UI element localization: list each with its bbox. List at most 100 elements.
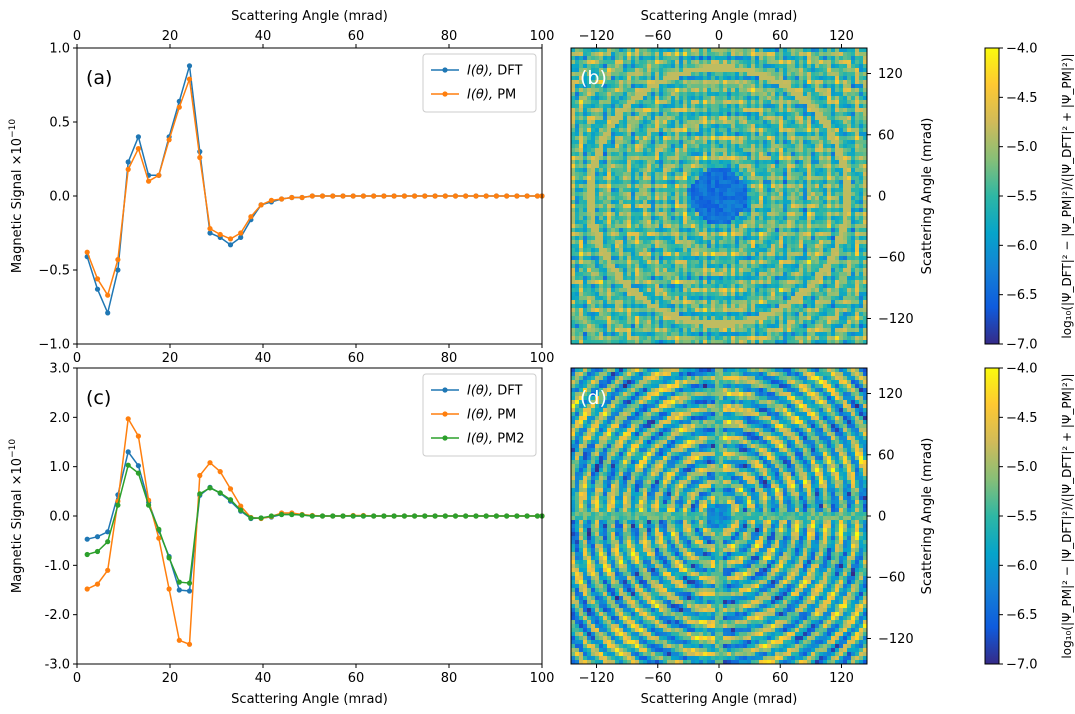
heatmap-cell <box>775 328 779 332</box>
heatmap-cell <box>639 220 643 224</box>
heatmap-cell <box>659 104 663 108</box>
heatmap-cell <box>571 232 575 236</box>
heatmap-cell <box>695 232 699 236</box>
heatmap-cell <box>627 284 631 288</box>
heatmap-cell <box>699 200 703 204</box>
heatmap-cell <box>635 192 639 196</box>
heatmap-cell <box>599 56 603 60</box>
heatmap-cell <box>691 68 695 72</box>
heatmap-cell <box>575 192 579 196</box>
heatmap-cell <box>743 252 747 256</box>
heatmap-cell <box>735 220 739 224</box>
heatmap-cell <box>811 324 815 328</box>
heatmap-cell <box>795 328 799 332</box>
data-point <box>473 513 479 519</box>
heatmap-cell <box>755 244 759 248</box>
heatmap-cell <box>771 208 775 212</box>
data-point <box>105 310 111 316</box>
heatmap-cell <box>687 308 691 312</box>
heatmap-cell <box>807 88 811 92</box>
heatmap-cell <box>691 112 695 116</box>
heatmap-cell <box>683 284 687 288</box>
heatmap-cell <box>787 188 791 192</box>
heatmap-cell <box>747 208 751 212</box>
heatmap-cell <box>791 296 795 300</box>
data-point <box>534 513 541 519</box>
heatmap-cell <box>707 224 711 228</box>
heatmap-cell <box>623 136 627 140</box>
heatmap-cell <box>795 256 799 260</box>
heatmap-cell <box>739 168 743 172</box>
heatmap-cell <box>687 132 691 136</box>
heatmap-cell <box>723 324 727 328</box>
heatmap-cell <box>667 336 671 340</box>
heatmap-cell <box>703 116 707 120</box>
heatmap-cell <box>583 120 587 124</box>
heatmap-cell <box>679 160 683 164</box>
heatmap-cell <box>631 128 635 132</box>
heatmap-cell <box>587 164 591 168</box>
heatmap-cell <box>619 256 623 260</box>
x-top-tick-label: 0 <box>73 29 81 44</box>
heatmap-cell <box>819 84 823 88</box>
heatmap-cell <box>719 300 723 304</box>
heatmap-cell <box>647 332 651 336</box>
heatmap-cell <box>691 152 695 156</box>
heatmap-cell <box>787 192 791 196</box>
heatmap-cell <box>755 328 759 332</box>
heatmap-cell <box>791 120 795 124</box>
heatmap-cell <box>783 56 787 60</box>
heatmap-cell <box>671 200 675 204</box>
heatmap-cell <box>791 188 795 192</box>
heatmap-cell <box>803 244 807 248</box>
heatmap-cell <box>687 268 691 272</box>
heatmap-cell <box>639 244 643 248</box>
heatmap-cell <box>803 308 807 312</box>
heatmap-cell <box>587 192 591 196</box>
heatmap-cell <box>743 128 747 132</box>
heatmap-cell <box>711 284 715 288</box>
heatmap-cell <box>719 100 723 104</box>
heatmap-cell <box>667 48 671 52</box>
heatmap-cell <box>779 320 783 324</box>
heatmap-cell <box>695 136 699 140</box>
heatmap-cell <box>631 316 635 320</box>
heatmap-cell <box>659 292 663 296</box>
heatmap-cell <box>667 76 671 80</box>
heatmap-cell <box>815 96 819 100</box>
heatmap-cell <box>763 216 767 220</box>
heatmap-cell <box>571 256 575 260</box>
heatmap-cell <box>767 228 771 232</box>
heatmap-cell <box>619 212 623 216</box>
heatmap-cell <box>759 132 763 136</box>
heatmap-cell <box>715 284 719 288</box>
heatmap-cell <box>619 280 623 284</box>
heatmap-cell <box>707 152 711 156</box>
heatmap-cell <box>747 288 751 292</box>
heatmap-cell <box>655 108 659 112</box>
heatmap-cell <box>795 184 799 188</box>
heatmap-cell <box>679 104 683 108</box>
heatmap-cell <box>731 212 735 216</box>
heatmap-cell <box>763 280 767 284</box>
heatmap-cell <box>807 164 811 168</box>
heatmap-cell <box>755 312 759 316</box>
heatmap-cell <box>819 156 823 160</box>
heatmap-cell <box>803 316 807 320</box>
heatmap-cell <box>771 56 775 60</box>
heatmap-cell <box>775 312 779 316</box>
data-point <box>412 513 418 519</box>
heatmap-cell <box>735 324 739 328</box>
heatmap-cell <box>799 332 803 336</box>
heatmap-cell <box>655 96 659 100</box>
heatmap-cell <box>743 236 747 240</box>
heatmap-cell <box>595 88 599 92</box>
heatmap-cell <box>739 332 743 336</box>
heatmap-cell <box>587 264 591 268</box>
heatmap-cell <box>655 144 659 148</box>
heatmap-cell <box>667 104 671 108</box>
heatmap-cell <box>627 304 631 308</box>
legend-prefix: I(θ), <box>467 408 497 423</box>
heatmap-cell <box>799 76 803 80</box>
heatmap-cell <box>735 88 739 92</box>
